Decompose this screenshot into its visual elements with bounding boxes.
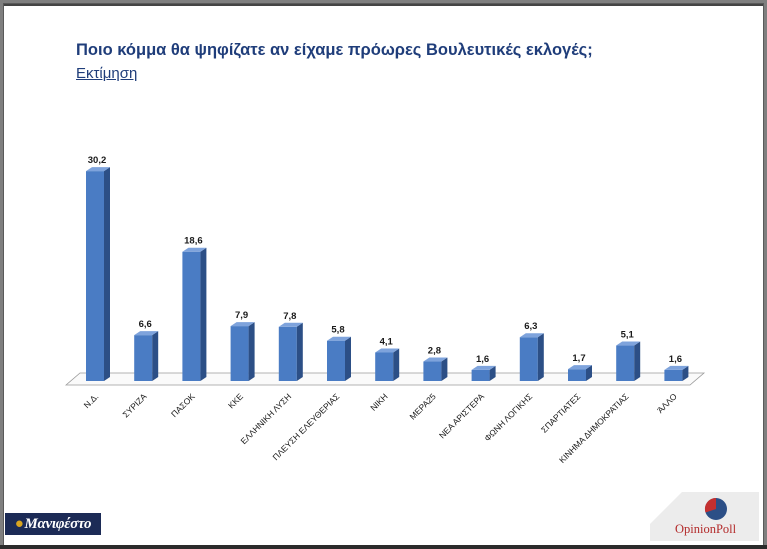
category-label: ΚΚΕ — [226, 391, 245, 410]
slide: Ποιο κόμμα θα ψηφίζατε αν είχαμε πρόωρες… — [3, 3, 764, 546]
bar-side — [537, 333, 544, 381]
bar-side — [104, 167, 110, 381]
category-label: ΕΛΛΗΝΙΚΗ ΛΥΣΗ — [238, 391, 293, 446]
bar — [471, 365, 496, 381]
top-rule — [4, 4, 763, 6]
value-label: 6,3 — [524, 321, 537, 332]
category-label: ΣΠΑΡΤΙΑΤΕΣ — [539, 391, 582, 434]
value-label: 5,1 — [621, 330, 635, 341]
bottom-bar — [0, 545, 767, 549]
category-label: ΣΥΡΙΖΑ — [120, 391, 148, 419]
bar — [327, 336, 351, 381]
bar-front — [86, 171, 104, 381]
bar-top — [327, 336, 351, 341]
bar — [568, 365, 592, 381]
bar-front — [471, 369, 490, 381]
bar-side — [682, 365, 689, 381]
value-label: 1,7 — [572, 353, 585, 364]
bar — [182, 247, 207, 381]
bar-side — [152, 331, 159, 381]
bar-side — [586, 365, 592, 381]
bar-side — [393, 348, 400, 381]
bar-side — [441, 357, 448, 381]
manifesto-logo-text: Μανιφέστο — [24, 515, 92, 532]
bar-front — [664, 369, 683, 381]
bar-front — [327, 340, 345, 381]
bar-side — [489, 365, 496, 381]
value-label: 6,6 — [139, 319, 152, 330]
bar-front — [375, 352, 394, 381]
bar — [134, 331, 159, 381]
bar-front — [278, 326, 297, 381]
bar — [278, 322, 303, 381]
bar-top — [568, 365, 592, 370]
value-label: 7,9 — [235, 310, 248, 321]
bar-front — [134, 335, 153, 381]
bar-side — [634, 341, 641, 381]
bar — [423, 357, 448, 381]
bar-front — [568, 369, 586, 381]
bar-front — [182, 251, 201, 381]
bar — [86, 167, 110, 381]
category-label: Ν.Δ. — [82, 391, 101, 410]
bar — [616, 341, 641, 381]
value-labels-group: 30,2 6,6 18,6 7,9 7,8 5,8 4,1 2,8 1,6 6,3 1,7 5,1 1,… — [88, 155, 682, 365]
bar-top — [134, 331, 159, 336]
bar-side — [345, 336, 351, 381]
bar-front — [230, 326, 249, 381]
category-label: ΜΕΡΑ25 — [407, 391, 438, 422]
opinionpoll-logo-text: OpinionPoll — [675, 522, 737, 536]
bar-top — [86, 167, 110, 172]
bars-group — [86, 167, 689, 381]
bar-top — [182, 247, 207, 252]
opinionpoll-logo-background — [650, 492, 759, 541]
bar-side — [248, 322, 255, 381]
bar — [375, 348, 400, 381]
value-label: 18,6 — [184, 236, 203, 247]
bar-side — [200, 247, 207, 381]
bar-top — [664, 365, 689, 370]
bar — [664, 365, 689, 381]
manifesto-logo: ● Μανιφέστο — [5, 513, 101, 535]
category-label: ΦΩΝΗ ΛΟΓΙΚΗΣ — [482, 391, 534, 443]
bar-top — [423, 357, 448, 362]
value-label: 4,1 — [380, 337, 394, 348]
bar-front — [423, 361, 442, 381]
value-label: 1,6 — [669, 354, 682, 365]
category-label: ΝΙΚΗ — [368, 391, 389, 412]
bar-top — [375, 348, 400, 353]
value-label: 1,6 — [476, 354, 489, 365]
value-label: 7,8 — [283, 311, 296, 322]
chart-title: Ποιο κόμμα θα ψηφίζατε αν είχαμε πρόωρες… — [76, 41, 593, 59]
bar — [519, 333, 544, 381]
bar-front — [616, 345, 635, 381]
bar-top — [471, 365, 496, 370]
category-label: ΆΛΛΟ — [655, 391, 679, 415]
bar-front — [519, 337, 538, 381]
bar — [230, 322, 255, 381]
bar-top — [519, 333, 544, 338]
bar-top — [278, 322, 303, 327]
value-label: 5,8 — [331, 325, 344, 336]
value-label: 2,8 — [428, 346, 441, 357]
chart-subtitle: Εκτίμηση — [76, 65, 138, 82]
category-label: ΠΑΣΟΚ — [169, 391, 197, 419]
bar-top — [230, 322, 255, 327]
bar-top — [616, 341, 641, 346]
value-label: 30,2 — [88, 155, 107, 166]
bar-side — [296, 322, 303, 381]
category-label: ΝΕΑ ΑΡΙΣΤΕΡΑ — [437, 391, 486, 440]
